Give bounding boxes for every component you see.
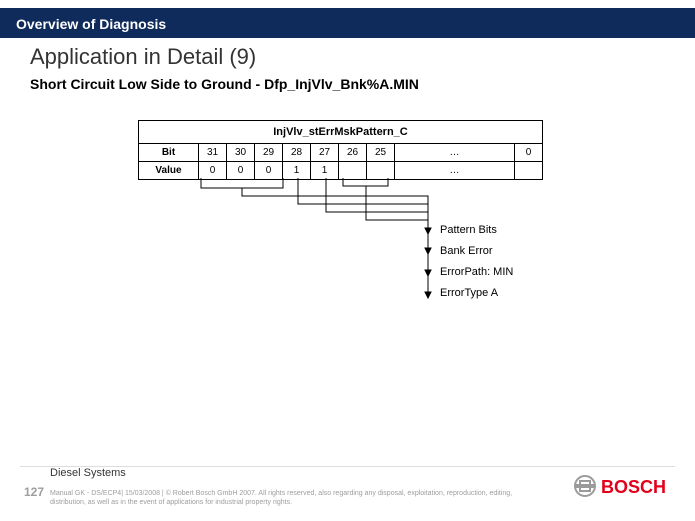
annotation-error-path: ErrorPath: MIN [440,262,513,283]
value-cell [515,162,543,180]
footer-division: Diesel Systems [50,467,126,479]
footer-legal: Manual GK - DS/ECP4| 15/03/2008 | © Robe… [50,490,545,507]
row-label-bit: Bit [139,144,199,162]
bit-cell: 0 [515,144,543,162]
value-cell: 0 [227,162,255,180]
bit-cell: 29 [255,144,283,162]
annotation-bank-error: Bank Error [440,241,513,262]
annotation-pattern-bits: Pattern Bits [440,220,513,241]
header-title: Overview of Diagnosis [16,16,166,32]
bit-cell: 27 [311,144,339,162]
value-cell: 1 [311,162,339,180]
table-row-value: Value 0 0 0 1 1 … [139,162,543,180]
bit-cell: 31 [199,144,227,162]
bit-cell: … [395,144,515,162]
value-cell [339,162,367,180]
page-number: 127 [24,485,44,499]
annotation-list: Pattern Bits Bank Error ErrorPath: MIN E… [440,220,513,304]
page-subtitle: Short Circuit Low Side to Ground - Dfp_I… [30,76,419,92]
table-caption: InjVlv_stErrMskPattern_C [139,121,543,144]
value-cell: 0 [199,162,227,180]
logo-text: BOSCH [601,477,666,497]
value-cell: 0 [255,162,283,180]
bit-cell: 25 [367,144,395,162]
armature-icon [575,476,595,496]
annotation-error-type: ErrorType A [440,283,513,304]
header-bar: Overview of Diagnosis [0,8,695,38]
bit-cell: 26 [339,144,367,162]
row-label-value: Value [139,162,199,180]
bit-pattern-table: InjVlv_stErrMskPattern_C Bit 31 30 29 28… [138,120,543,180]
bit-cell: 28 [283,144,311,162]
value-cell: 1 [283,162,311,180]
bosch-logo: BOSCH [573,474,673,503]
bit-cell: 30 [227,144,255,162]
value-cell [367,162,395,180]
table-row-bit: Bit 31 30 29 28 27 26 25 … 0 [139,144,543,162]
value-cell: … [395,162,515,180]
page-title: Application in Detail (9) [30,44,256,70]
